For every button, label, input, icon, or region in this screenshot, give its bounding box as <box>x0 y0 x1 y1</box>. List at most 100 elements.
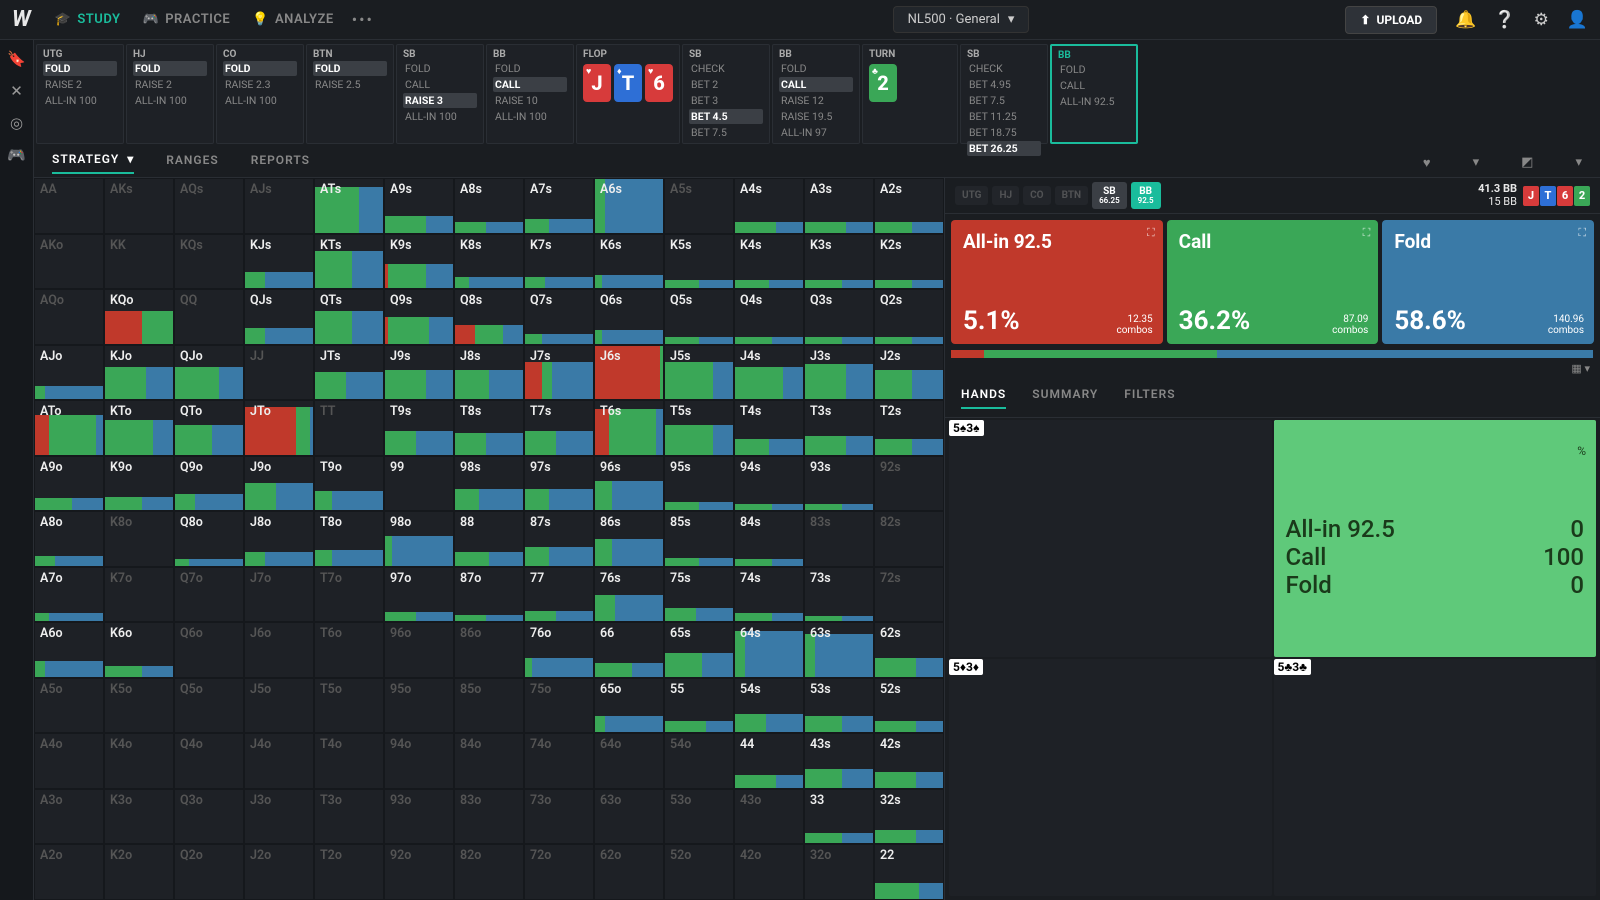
help-icon[interactable]: ❔ <box>1494 10 1515 30</box>
hand-85o[interactable]: 85o <box>454 678 524 734</box>
action-box-red[interactable]: ⛶All-in 92.55.1%12.35combos <box>951 220 1163 344</box>
hand-ATs[interactable]: ATs <box>314 178 384 234</box>
hand-T7s[interactable]: T7s <box>524 400 594 456</box>
hand-KQo[interactable]: KQo <box>104 289 174 345</box>
hand-94s[interactable]: 94s <box>734 456 804 512</box>
hand-Q7o[interactable]: Q7o <box>174 567 244 623</box>
hand-52s[interactable]: 52s <box>874 678 944 734</box>
nav-study[interactable]: 🎓STUDY <box>55 12 121 27</box>
hand-32o[interactable]: 32o <box>804 844 874 900</box>
heart-icon[interactable]: ♥ <box>1423 155 1431 171</box>
hand-T6s[interactable]: T6s <box>594 400 664 456</box>
action-col-bb[interactable]: BBFOLDCALLRAISE 10ALL-IN 100 <box>486 44 574 144</box>
hand-83o[interactable]: 83o <box>454 789 524 845</box>
hand-86o[interactable]: 86o <box>454 622 524 678</box>
hand-75o[interactable]: 75o <box>524 678 594 734</box>
hand-T6o[interactable]: T6o <box>314 622 384 678</box>
chip-hj[interactable]: HJ <box>992 186 1019 205</box>
hand-87o[interactable]: 87o <box>454 567 524 623</box>
hand-Q8s[interactable]: Q8s <box>454 289 524 345</box>
hand-J3o[interactable]: J3o <box>244 789 314 845</box>
hand-AJs[interactable]: AJs <box>244 178 314 234</box>
hand-66[interactable]: 66 <box>594 622 664 678</box>
hand-K8s[interactable]: K8s <box>454 234 524 290</box>
hand-QJo[interactable]: QJo <box>174 345 244 401</box>
hand-73o[interactable]: 73o <box>524 789 594 845</box>
hand-63o[interactable]: 63o <box>594 789 664 845</box>
chip-co[interactable]: CO <box>1023 186 1050 205</box>
hand-A4s[interactable]: A4s <box>734 178 804 234</box>
hand-AKs[interactable]: AKs <box>104 178 174 234</box>
action-col-sb[interactable]: SBCHECKBET 2BET 3BET 4.5BET 7.5 <box>682 44 770 144</box>
hand-Q3o[interactable]: Q3o <box>174 789 244 845</box>
hand-AJo[interactable]: AJo <box>34 345 104 401</box>
subtab-summary[interactable]: SUMMARY <box>1032 387 1098 409</box>
hand-JTo[interactable]: JTo <box>244 400 314 456</box>
hand-K7o[interactable]: K7o <box>104 567 174 623</box>
action-col-sb[interactable]: SBCHECKBET 4.95BET 7.5BET 11.25BET 18.75… <box>960 44 1048 144</box>
hand-KJs[interactable]: KJs <box>244 234 314 290</box>
hand-72s[interactable]: 72s <box>874 567 944 623</box>
hand-T5o[interactable]: T5o <box>314 678 384 734</box>
hand-K9o[interactable]: K9o <box>104 456 174 512</box>
hand-T7o[interactable]: T7o <box>314 567 384 623</box>
upload-button[interactable]: ⬆UPLOAD <box>1345 6 1437 34</box>
hand-63s[interactable]: 63s <box>804 622 874 678</box>
hand-A7s[interactable]: A7s <box>524 178 594 234</box>
hand-A4o[interactable]: A4o <box>34 733 104 789</box>
hand-72o[interactable]: 72o <box>524 844 594 900</box>
hand-panel[interactable]: 5♥3♥%All-in 92.5CallFold01000 <box>1274 420 1597 657</box>
hand-KTo[interactable]: KTo <box>104 400 174 456</box>
hand-JTs[interactable]: JTs <box>314 345 384 401</box>
stake-select[interactable]: NL500 · General▾ <box>893 6 1030 33</box>
hand-A2s[interactable]: A2s <box>874 178 944 234</box>
hand-82s[interactable]: 82s <box>874 511 944 567</box>
hand-53s[interactable]: 53s <box>804 678 874 734</box>
hand-86s[interactable]: 86s <box>594 511 664 567</box>
hand-92s[interactable]: 92s <box>874 456 944 512</box>
action-col-bb[interactable]: BBFOLDCALLRAISE 12RAISE 19.5ALL-IN 97 <box>772 44 860 144</box>
hand-76o[interactable]: 76o <box>524 622 594 678</box>
hand-87s[interactable]: 87s <box>524 511 594 567</box>
hand-96s[interactable]: 96s <box>594 456 664 512</box>
chip-btn[interactable]: BTN <box>1055 186 1089 205</box>
hand-Q5o[interactable]: Q5o <box>174 678 244 734</box>
hand-QQ[interactable]: QQ <box>174 289 244 345</box>
hand-32s[interactable]: 32s <box>874 789 944 845</box>
hand-55[interactable]: 55 <box>664 678 734 734</box>
hand-93s[interactable]: 93s <box>804 456 874 512</box>
hand-Q9s[interactable]: Q9s <box>384 289 454 345</box>
hand-A5s[interactable]: A5s <box>664 178 734 234</box>
hand-A5o[interactable]: A5o <box>34 678 104 734</box>
hand-QTo[interactable]: QTo <box>174 400 244 456</box>
hand-T2s[interactable]: T2s <box>874 400 944 456</box>
hand-KQs[interactable]: KQs <box>174 234 244 290</box>
action-col-hj[interactable]: HJFOLDRAISE 2ALL-IN 100 <box>126 44 214 144</box>
action-box-green[interactable]: ⛶Call36.2%87.09combos <box>1167 220 1379 344</box>
hand-QTs[interactable]: QTs <box>314 289 384 345</box>
hand-65s[interactable]: 65s <box>664 622 734 678</box>
hand-T3s[interactable]: T3s <box>804 400 874 456</box>
rail-icon[interactable]: 🎮 <box>7 146 26 164</box>
hand-96o[interactable]: 96o <box>384 622 454 678</box>
hand-Q2s[interactable]: Q2s <box>874 289 944 345</box>
hand-76s[interactable]: 76s <box>594 567 664 623</box>
hand-K4o[interactable]: K4o <box>104 733 174 789</box>
chip-sb[interactable]: SB66.25 <box>1092 182 1127 210</box>
hand-QJs[interactable]: QJs <box>244 289 314 345</box>
hand-J2s[interactable]: J2s <box>874 345 944 401</box>
hand-J4s[interactable]: J4s <box>734 345 804 401</box>
hand-97o[interactable]: 97o <box>384 567 454 623</box>
hand-J9o[interactable]: J9o <box>244 456 314 512</box>
hand-62o[interactable]: 62o <box>594 844 664 900</box>
hand-42s[interactable]: 42s <box>874 733 944 789</box>
nav-more-icon[interactable]: ••• <box>352 10 374 29</box>
hand-JJ[interactable]: JJ <box>244 345 314 401</box>
hand-93o[interactable]: 93o <box>384 789 454 845</box>
hand-J9s[interactable]: J9s <box>384 345 454 401</box>
hand-94o[interactable]: 94o <box>384 733 454 789</box>
hand-97s[interactable]: 97s <box>524 456 594 512</box>
action-col-sb[interactable]: SBFOLDCALLRAISE 3ALL-IN 100 <box>396 44 484 144</box>
hand-42o[interactable]: 42o <box>734 844 804 900</box>
hand-T5s[interactable]: T5s <box>664 400 734 456</box>
